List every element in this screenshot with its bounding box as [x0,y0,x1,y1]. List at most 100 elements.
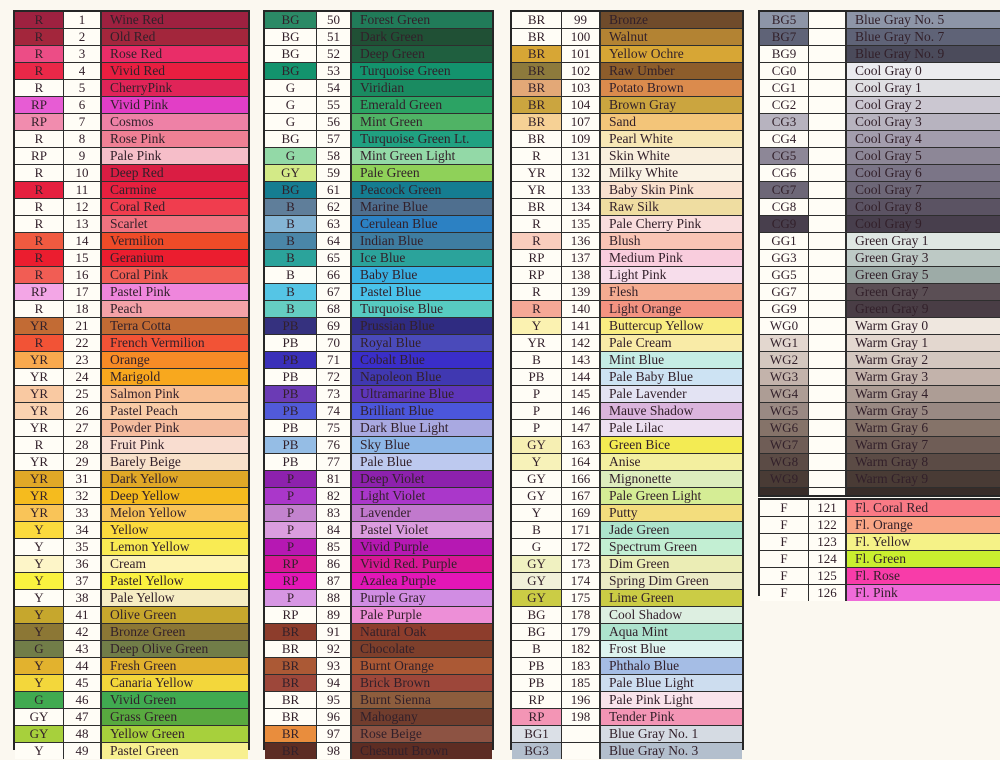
code-cell: Y [15,658,64,674]
color-row-y-38: Y 38 Pale Yellow [15,590,248,607]
number-cell: 82 [317,488,352,504]
name-swatch-cell: Wine Red [102,12,248,28]
code-cell: RP [15,148,64,164]
name-swatch-cell: Blue Gray No. 3 [601,743,742,759]
number-cell: 74 [317,403,352,419]
number-cell: 142 [562,335,601,351]
name-swatch-cell: Coral Pink [102,267,248,283]
code-cell: RP [512,692,562,708]
name-swatch-cell: Cool Gray 3 [847,114,1000,130]
code-cell: YR [512,335,562,351]
code-cell: F [760,585,809,601]
number-cell: 182 [562,641,601,657]
number-cell: 48 [64,726,102,742]
name-swatch-cell: Mint Green Light [352,148,492,164]
color-row-y-45: Y 45 Canaria Yellow [15,675,248,692]
color-row-y-42: Y 42 Bronze Green [15,624,248,641]
color-row-r-4: R 4 Vivid Red [15,63,248,80]
color-row-r-136: R 136 Blush [512,233,742,250]
number-cell [809,352,847,368]
name-swatch-cell: Tender Pink [601,709,742,725]
number-cell: 45 [64,675,102,691]
code-cell: G [265,114,317,130]
code-cell: PB [512,658,562,674]
name-swatch-cell: Azalea Purple [352,573,492,589]
color-row-br-97: BR 97 Rose Beige [265,726,492,743]
code-cell: P [512,420,562,436]
name-swatch-cell: Olive Green [102,607,248,623]
code-cell: BR [265,743,317,759]
number-cell: 17 [64,284,102,300]
code-cell: BG [512,607,562,623]
name-swatch-cell: Emerald Green [352,97,492,113]
color-row-f-126: F 126 Fl. Pink [760,585,1000,601]
color-row-gy-163: GY 163 Green Bice [512,437,742,454]
color-row-br-102: BR 102 Raw Umber [512,63,742,80]
color-row-b-64: B 64 Indian Blue [265,233,492,250]
color-row-y-44: Y 44 Fresh Green [15,658,248,675]
color-row-wg4: WG4 Warm Gray 4 [760,386,1000,403]
code-cell: BG [265,63,317,79]
code-cell: WG4 [760,386,809,402]
color-row-br-99: BR 99 Bronze [512,12,742,29]
name-swatch-cell: Deep Green [352,46,492,62]
number-cell: 166 [562,471,601,487]
code-cell: Y [512,454,562,470]
number-cell: 107 [562,114,601,130]
color-row-p-84: P 84 Pastel Violet [265,522,492,539]
code-cell: GY [265,165,317,181]
number-cell: 126 [809,585,847,601]
number-cell: 91 [317,624,352,640]
name-swatch-cell: Peach [102,301,248,317]
code-cell: Y [512,318,562,334]
code-cell: YR [15,488,64,504]
name-swatch-cell: Fl. Coral Red [847,500,1000,516]
code-cell: WG3 [760,369,809,385]
number-cell: 196 [562,692,601,708]
number-cell [809,114,847,130]
color-row-pb-77: PB 77 Pale Blue [265,454,492,471]
color-row-yr-27: YR 27 Powder Pink [15,420,248,437]
code-cell: RP [265,607,317,623]
number-cell: 6 [64,97,102,113]
number-cell: 5 [64,80,102,96]
color-row-pb-75: PB 75 Dark Blue Light [265,420,492,437]
code-cell: YR [15,386,64,402]
number-cell [809,454,847,470]
code-cell: P [265,505,317,521]
name-swatch-cell: Mint Green [352,114,492,130]
code-cell: CG8 [760,199,809,215]
name-swatch-cell: Dark Green [352,29,492,45]
code-cell: B [265,199,317,215]
code-cell: R [15,233,64,249]
code-cell: P [265,590,317,606]
name-swatch-cell: Lavender [352,505,492,521]
number-cell: 178 [562,607,601,623]
number-cell: 56 [317,114,352,130]
number-cell: 43 [64,641,102,657]
code-cell: YR [15,352,64,368]
color-row-bg7: BG7 Blue Gray No. 7 [760,29,1000,46]
color-row-cg5: CG5 Cool Gray 5 [760,148,1000,165]
color-row-y-35: Y 35 Lemon Yellow [15,539,248,556]
code-cell: BG9 [760,46,809,62]
name-swatch-cell: Pale Yellow [102,590,248,606]
color-row-pb-183: PB 183 Phthalo Blue [512,658,742,675]
number-cell: 141 [562,318,601,334]
number-cell: 49 [64,743,102,759]
code-cell: GY [512,590,562,606]
code-cell: BR [265,658,317,674]
code-cell: R [15,182,64,198]
name-swatch-cell: Bronze Green [102,624,248,640]
color-row-br-134: BR 134 Raw Silk [512,199,742,216]
number-cell: 102 [562,63,601,79]
name-swatch-cell: Anise [601,454,742,470]
code-cell [760,488,809,495]
code-cell: R [15,131,64,147]
name-swatch-cell: Pale Purple [352,607,492,623]
number-cell: 29 [64,454,102,470]
color-row-bg-57: BG 57 Turquoise Green Lt. [265,131,492,148]
name-swatch-cell: Raw Silk [601,199,742,215]
code-cell: PB [512,369,562,385]
code-cell: R [512,148,562,164]
